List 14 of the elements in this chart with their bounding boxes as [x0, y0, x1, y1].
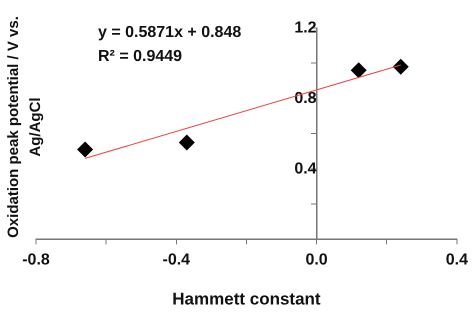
y-tick-label: 1.2 [294, 19, 317, 36]
annotation: y = 0.5871x + 0.848 [98, 24, 242, 42]
y-tick-label: 0.8 [294, 90, 317, 107]
point [392, 58, 409, 75]
point [77, 142, 94, 158]
point [178, 134, 195, 151]
x-tick-label: -0.8 [22, 251, 50, 268]
x-tick-label: 0.0 [305, 251, 328, 268]
annotation: R² = 0.9449 [98, 48, 182, 66]
y-axis-title: Oxidation peak potential / V vs. Ag/AgCl [4, 15, 45, 240]
x-axis-title: Hammett constant [172, 289, 321, 308]
point [350, 62, 367, 78]
x-tick-label: 0.4 [446, 251, 468, 268]
x-tick-label: -0.4 [162, 251, 190, 268]
